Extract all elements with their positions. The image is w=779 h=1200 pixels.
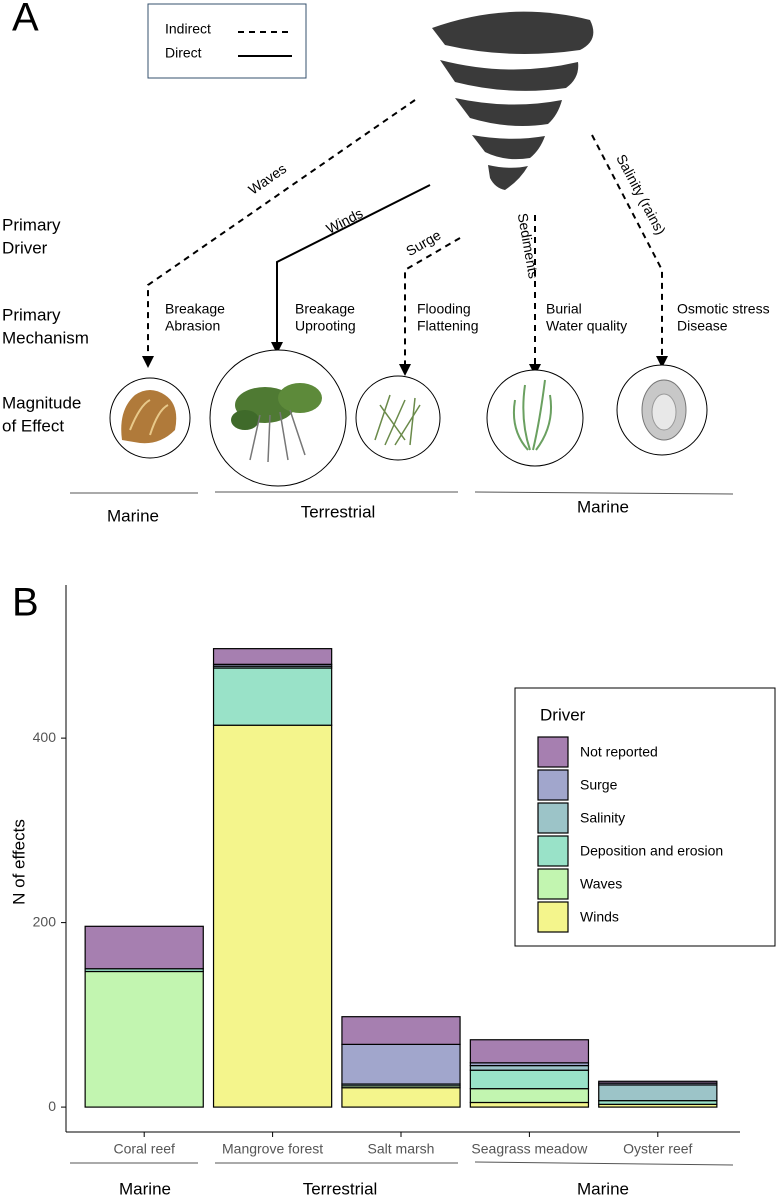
group-label: Terrestrial: [301, 502, 376, 521]
mechanism: Burial: [546, 301, 582, 317]
x-tick-label: Seagrass meadow: [471, 1141, 588, 1157]
mechanism: Flooding: [417, 301, 471, 317]
driver-arrow: [591, 134, 668, 368]
bar-segment: [212, 724, 333, 1108]
legend-title: Driver: [540, 705, 586, 724]
driver-label: Winds: [323, 205, 365, 237]
mechanism: Abrasion: [165, 318, 220, 334]
mechanism: Breakage: [165, 301, 225, 317]
legend-indirect: Indirect: [165, 21, 211, 37]
group-label: Marine: [107, 506, 159, 525]
bar-segment: [469, 1064, 590, 1071]
mechanism: Flattening: [417, 318, 478, 334]
legend-label: Waves: [580, 876, 622, 892]
bar-segment: [212, 667, 333, 726]
panel-label: A: [12, 0, 39, 40]
bar-segment: [341, 1043, 461, 1085]
bar-segment: [469, 1101, 590, 1108]
legend-label: Surge: [580, 777, 618, 793]
row-label: Primary: [2, 305, 61, 324]
group-line: [474, 491, 734, 495]
group-line: [474, 1161, 734, 1166]
legend-label: Winds: [580, 909, 619, 925]
legend-label: Deposition and erosion: [580, 843, 723, 859]
driver-arrow: [271, 184, 431, 354]
legend-key: [537, 835, 569, 867]
row-label: Magnitude: [2, 393, 81, 412]
legend-key: [537, 901, 569, 933]
row-label: of Effect: [2, 416, 64, 435]
x-tick-label: Salt marsh: [368, 1141, 435, 1157]
x-tick-label: Coral reef: [113, 1141, 175, 1157]
group-label: Marine: [577, 497, 629, 516]
y-tick-label: 0: [48, 1098, 56, 1114]
driver-label: Salinity (rains): [613, 151, 669, 237]
row-label: Primary: [2, 215, 61, 234]
mechanism: Water quality: [546, 318, 627, 334]
bar-segment: [84, 970, 204, 1108]
bar-segment: [469, 1069, 590, 1090]
tornado: [432, 11, 594, 190]
bar-segment: [341, 1087, 461, 1108]
legend-box: [147, 3, 307, 79]
bar-segment: [598, 1084, 718, 1102]
legend-direct: Direct: [165, 45, 202, 61]
row-label: Driver: [2, 238, 48, 257]
bar-segment: [341, 1016, 461, 1045]
group-label: Marine: [119, 1179, 171, 1198]
mechanism: Osmotic stress: [677, 301, 770, 317]
group-label: Marine: [577, 1179, 629, 1198]
x-tick-label: Mangrove forest: [222, 1141, 323, 1157]
legend-label: Salinity: [580, 810, 625, 826]
driver-label: Surge: [403, 227, 444, 260]
x-tick-label: Oyster reef: [623, 1141, 692, 1157]
bar-segment: [212, 648, 333, 665]
habitat-icons: [109, 349, 708, 487]
driver-label: Sediments: [515, 212, 542, 280]
legend-key: [537, 802, 569, 834]
bar-segment: [84, 925, 204, 970]
y-tick-label: 400: [33, 729, 57, 745]
y-axis-title: N of effects: [9, 819, 28, 905]
legend-key: [537, 769, 569, 801]
bar-segment: [598, 1080, 718, 1084]
group-label: Terrestrial: [303, 1179, 378, 1198]
mechanism: Disease: [677, 318, 728, 334]
legend-key: [537, 868, 569, 900]
row-label: Mechanism: [2, 328, 89, 347]
legend-label: Not reported: [580, 744, 658, 760]
driver-label: Waves: [245, 160, 289, 197]
mechanism: Breakage: [295, 301, 355, 317]
bar-segment: [469, 1039, 590, 1064]
panel-label: B: [12, 581, 39, 625]
bar-segment: [469, 1088, 590, 1104]
legend-key: [537, 736, 569, 768]
driver-arrow: [142, 99, 416, 368]
y-tick-label: 200: [33, 913, 57, 929]
mechanism: Uprooting: [295, 318, 356, 334]
